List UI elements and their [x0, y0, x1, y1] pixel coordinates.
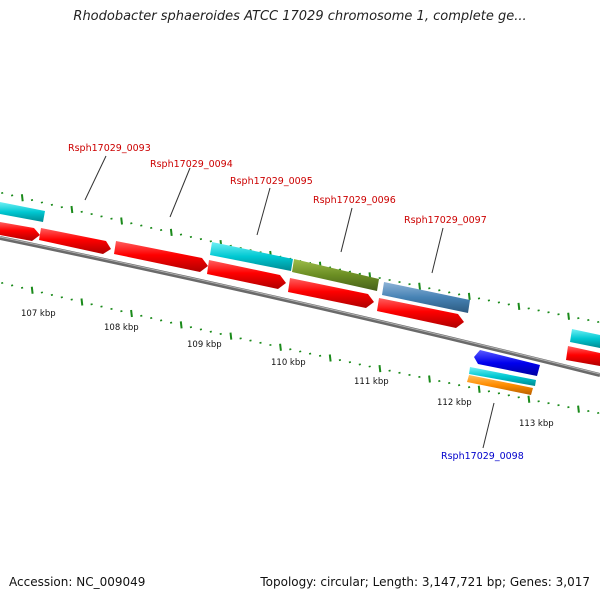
scale-label-111: 111 kbp	[354, 377, 389, 387]
red-gene-0096[interactable]	[288, 278, 374, 308]
bottom-track-major-tick	[80, 298, 84, 306]
gene-label-0095[interactable]: Rsph17029_0095	[230, 176, 313, 187]
bottom-track-major-tick	[130, 309, 133, 318]
top-track-major-tick	[70, 205, 74, 214]
topology-text: Topology: circular; Length: 3,147,721 bp…	[260, 575, 590, 589]
red-gene-0097[interactable]	[377, 298, 464, 328]
bottom-track-major-tick	[30, 286, 34, 294]
accession-text: Accession: NC_009049	[9, 575, 146, 589]
scale-label-113: 113 kbp	[519, 419, 554, 429]
bottom-track-major-tick	[179, 321, 183, 329]
bottom-track-major-tick	[328, 354, 332, 362]
red-gene-left[interactable]	[0, 222, 40, 241]
top-track-major-tick	[467, 292, 471, 301]
blue-feature-0098[interactable]	[474, 350, 540, 376]
gene-label-0097[interactable]: Rsph17029_0097	[404, 215, 487, 226]
scale-label-107: 107 kbp	[21, 309, 56, 319]
red-gene-0094[interactable]	[114, 241, 208, 272]
bottom-track-major-tick	[527, 395, 531, 403]
red-gene-0095[interactable]	[207, 260, 286, 289]
cyan-feature-right[interactable]	[570, 329, 600, 348]
steelblue-feature-0097[interactable]	[382, 282, 470, 313]
bottom-tick-track	[1, 281, 600, 415]
top-track-major-tick	[20, 194, 24, 202]
gene-label-0093[interactable]: Rsph17029_0093	[68, 143, 151, 154]
red-gene-right[interactable]	[566, 346, 600, 366]
bottom-track-major-tick	[477, 385, 481, 393]
cyan-feature-0098[interactable]	[469, 367, 536, 386]
top-track-major-tick	[169, 228, 173, 237]
gene-label-0094[interactable]: Rsph17029_0094	[150, 159, 233, 170]
top-track-major-tick	[120, 217, 123, 225]
leader-lines	[84, 155, 495, 449]
bottom-track-major-tick	[577, 405, 580, 413]
cyan-feature-left[interactable]	[0, 202, 45, 222]
olive-feature-0096[interactable]	[292, 259, 379, 291]
bottom-track-major-tick	[279, 343, 282, 351]
cyan-feature-0095[interactable]	[210, 242, 293, 271]
top-track-major-tick	[517, 302, 521, 311]
top-track-major-tick	[567, 312, 570, 320]
scale-label-110: 110 kbp	[271, 358, 306, 368]
bottom-track-major-tick	[428, 375, 431, 383]
red-gene-0093[interactable]	[39, 228, 111, 254]
scale-label-112: 112 kbp	[437, 398, 472, 408]
gene-label-0096[interactable]: Rsph17029_0096	[313, 195, 396, 206]
scale-label-108: 108 kbp	[104, 323, 139, 333]
map-title: Rhodobacter sphaeroides ATCC 17029 chrom…	[73, 9, 527, 24]
gene-label-0098[interactable]: Rsph17029_0098	[441, 451, 524, 462]
genome-backbone-highlight	[0, 236, 600, 375]
bottom-track-major-tick	[378, 364, 382, 373]
bottom-track-major-tick	[229, 332, 233, 340]
genome-backbone	[0, 236, 600, 377]
top-track-major-tick	[418, 282, 421, 290]
orange-feature-0098[interactable]	[467, 375, 533, 395]
scale-label-109: 109 kbp	[187, 340, 222, 350]
